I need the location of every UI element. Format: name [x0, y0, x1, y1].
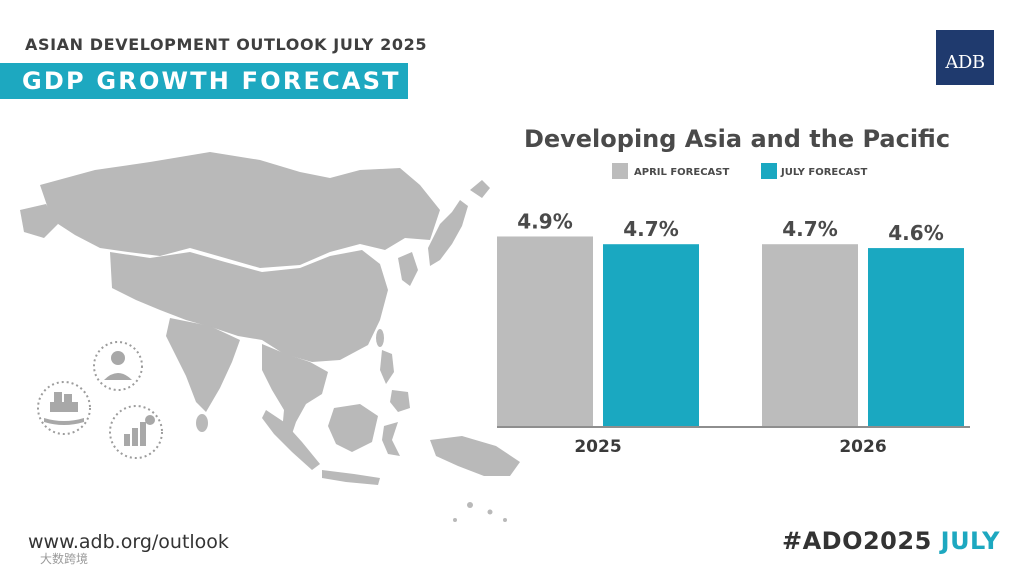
hashtag-suffix: JULY	[940, 527, 1000, 555]
x-tick-label-2026: 2026	[839, 437, 886, 457]
data-label-2025-july: 4.7%	[623, 217, 678, 241]
banner-title: GDP GROWTH FORECAST	[22, 67, 401, 95]
legend-label-april: APRIL FORECAST	[634, 167, 729, 178]
report-title: ASIAN DEVELOPMENT OUTLOOK JULY 2025	[25, 35, 428, 54]
data-label-2026-july: 4.6%	[888, 221, 943, 245]
growth-icon	[124, 434, 130, 446]
worker-icon-ring	[93, 341, 143, 391]
legend-label-july: JULY FORECAST	[780, 167, 868, 178]
legend-swatch-april	[612, 163, 628, 179]
shipping-icon-ring	[37, 381, 91, 435]
worker-icon	[111, 351, 125, 365]
data-label-2026-april: 4.7%	[782, 217, 837, 241]
bar-2026-april	[762, 244, 858, 426]
adb-logo: ADB	[936, 30, 994, 85]
bar-2026-july	[868, 248, 964, 426]
chart-title: Developing Asia and the Pacific	[524, 125, 950, 153]
bar-2025-july	[603, 244, 699, 426]
asia-pacific-map	[20, 152, 520, 522]
growth-icon-ring	[109, 405, 163, 459]
hashtag: #ADO2025 JULY	[782, 527, 1000, 555]
title-banner: GDP GROWTH FORECAST	[0, 63, 408, 99]
hashtag-prefix: #ADO2025	[781, 527, 932, 555]
data-label-2025-april: 4.9%	[517, 209, 572, 233]
x-tick-label-2025: 2025	[574, 437, 621, 457]
watermark: 大数跨境	[40, 552, 89, 566]
legend-swatch-july	[761, 163, 777, 179]
bar-2025-april	[497, 236, 593, 426]
footer-url[interactable]: www.adb.org/outlook	[28, 531, 229, 553]
shipping-icon	[50, 402, 78, 412]
